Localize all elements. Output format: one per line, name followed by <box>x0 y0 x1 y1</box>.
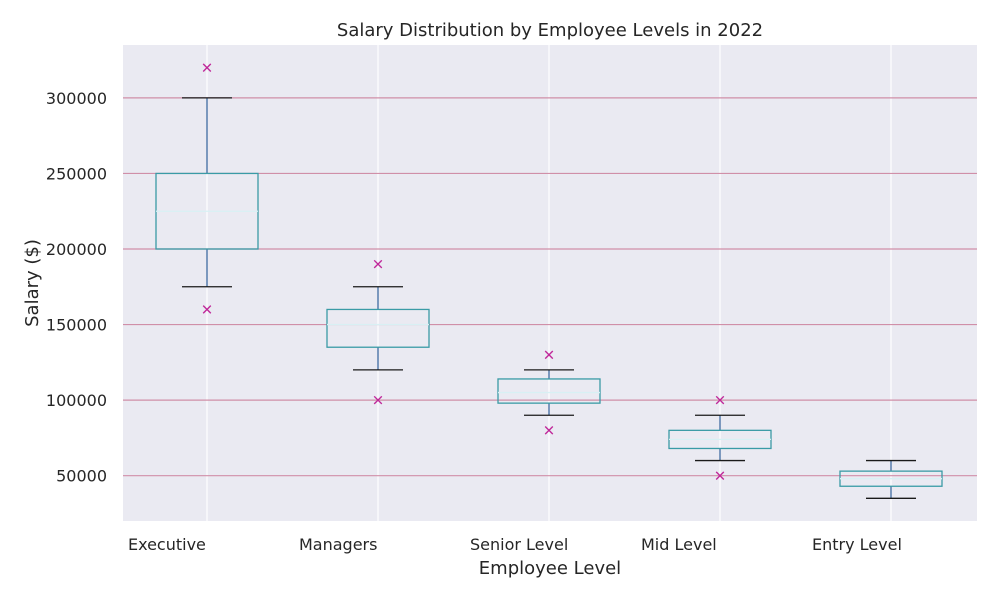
outlier-stroke <box>373 395 383 405</box>
box-group <box>668 395 772 480</box>
y-tick-label: 150000 <box>46 316 107 335</box>
x-tick-label: Managers <box>299 535 377 554</box>
y-tick-label: 100000 <box>46 391 107 410</box>
outlier-marker <box>715 471 725 480</box>
outlier-stroke <box>715 395 725 405</box>
y-tick-label: 250000 <box>46 164 107 183</box>
outlier-marker <box>202 63 212 72</box>
box-group <box>326 259 430 405</box>
outlier-stroke <box>544 426 554 435</box>
outlier-marker <box>544 426 554 435</box>
box <box>326 308 430 348</box>
chart-title: Salary Distribution by Employee Levels i… <box>337 20 763 41</box>
outlier-stroke <box>202 63 212 72</box>
x-tick-label: Executive <box>128 535 206 554</box>
outlier-marker <box>373 395 383 405</box>
y-axis-label: Salary ($) <box>22 239 43 327</box>
plot-area <box>123 45 977 521</box>
boxes <box>155 63 943 499</box>
x-tick-label: Mid Level <box>641 535 717 554</box>
outlier-stroke <box>715 471 725 480</box>
x-tick-label: Entry Level <box>812 535 902 554</box>
box-group <box>155 63 259 314</box>
tick-labels: Executive Managers Senior Level Mid Level En… <box>46 89 902 554</box>
x-tick-label: Senior Level <box>470 535 568 554</box>
outlier-marker <box>544 350 554 360</box>
outlier-stroke <box>373 259 383 269</box>
outlier-marker <box>715 395 725 405</box>
y-tick-label: 50000 <box>56 467 107 486</box>
box <box>497 378 601 404</box>
box-group <box>839 459 943 499</box>
y-tick-label: 300000 <box>46 89 107 108</box>
y-tick-label: 200000 <box>46 240 107 259</box>
grid <box>123 45 977 521</box>
outlier-marker <box>373 259 383 269</box>
outlier-stroke <box>544 350 554 360</box>
x-axis-label: Employee Level <box>479 558 621 579</box>
box-group <box>497 350 601 435</box>
outlier-stroke <box>202 305 212 314</box>
outlier-marker <box>202 305 212 314</box>
